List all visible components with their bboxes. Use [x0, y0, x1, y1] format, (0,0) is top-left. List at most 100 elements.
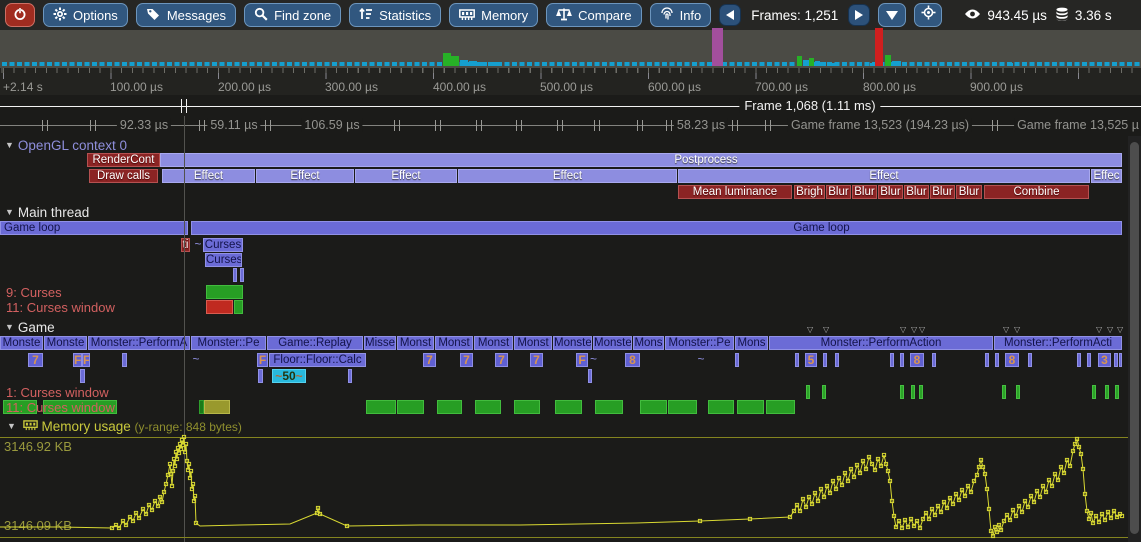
scrollbar-thumb[interactable]	[1130, 142, 1139, 534]
timeline-bar[interactable]	[795, 353, 799, 367]
timeline-zone[interactable]: Monster::PerformA	[88, 336, 190, 350]
timeline-bar[interactable]	[900, 385, 904, 399]
timeline-zone[interactable]: Curses	[205, 253, 242, 267]
collapsed-zones-icon[interactable]: ▽	[1107, 325, 1114, 334]
timeline-bar[interactable]	[366, 400, 396, 414]
timeline-zone[interactable]: Monste	[593, 336, 632, 350]
timeline-zone[interactable]: Monst	[397, 336, 434, 350]
timeline-zone[interactable]: Monster::PerformActi	[994, 336, 1122, 350]
timeline-zone[interactable]: Curses	[203, 238, 243, 252]
timeline-bar[interactable]	[3, 400, 37, 414]
collapsed-zones-icon[interactable]: ▽	[823, 325, 830, 334]
frame-time-bar[interactable]	[815, 61, 820, 66]
collapsed-zones-icon[interactable]: ▽	[1003, 325, 1010, 334]
timeline-zone[interactable]: Monst	[435, 336, 473, 350]
timeline-bar[interactable]	[806, 385, 810, 399]
timeline-bar[interactable]	[1114, 353, 1118, 367]
collapsed-zones-icon[interactable]: ▽	[919, 325, 926, 334]
timeline-bar[interactable]	[766, 400, 795, 414]
timeline-zone[interactable]: Effect	[162, 169, 255, 183]
timeline-bar[interactable]	[122, 353, 127, 367]
timeline-bar[interactable]	[258, 369, 263, 383]
timeline-bar[interactable]	[932, 353, 936, 367]
timeline-zone[interactable]: Monster::PerformAction	[769, 336, 993, 350]
timeline-zone[interactable]: Effect	[256, 169, 354, 183]
timeline-bar[interactable]	[1016, 385, 1020, 399]
timeline-zone[interactable]: F	[257, 353, 268, 367]
frame-histogram[interactable]	[0, 28, 1141, 68]
timeline-zone[interactable]: 7	[460, 353, 473, 367]
timeline-zone[interactable]: 7	[28, 353, 43, 367]
frame-time-bar[interactable]	[797, 56, 802, 66]
timeline-zone[interactable]: Postprocess	[160, 153, 1122, 167]
timeline-bar[interactable]	[588, 369, 592, 383]
timeline-zone[interactable]: Blur	[956, 185, 982, 199]
focus-button[interactable]	[914, 3, 943, 27]
collapsed-zones-icon[interactable]: ▽	[807, 325, 814, 334]
timeline-bar[interactable]	[668, 400, 697, 414]
timeline-zone[interactable]: Monster::Pe	[665, 336, 734, 350]
timeline-bar[interactable]	[199, 400, 204, 414]
collapsed-zones-icon[interactable]: ▽	[1096, 325, 1103, 334]
vertical-scrollbar[interactable]	[1128, 136, 1141, 542]
collapsed-zones-icon[interactable]: ▽	[900, 325, 907, 334]
frame-time-bar[interactable]	[827, 63, 836, 66]
timeline-zone[interactable]: 7	[495, 353, 508, 367]
timeline-zone[interactable]: 3	[1098, 353, 1111, 367]
timeline-bar[interactable]	[240, 268, 244, 282]
collapse-icon[interactable]: ▼	[5, 140, 14, 150]
timeline-zone[interactable]: Blur	[878, 185, 903, 199]
timeline-bar[interactable]	[204, 400, 230, 414]
timeline-zone[interactable]: Effect	[458, 169, 677, 183]
timeline-bar[interactable]	[1105, 385, 1109, 399]
timeline-zone[interactable]: Effec	[1091, 169, 1122, 183]
timeline-zone[interactable]: Monster::Pe	[191, 336, 266, 350]
timeline-zone[interactable]: Combine	[984, 185, 1089, 199]
power-button[interactable]	[5, 3, 35, 27]
timeline-zone[interactable]: Brigh	[794, 185, 825, 199]
timeline-zone[interactable]: 8	[1005, 353, 1019, 367]
timeline-bar[interactable]	[1002, 385, 1006, 399]
timeline-zone[interactable]: Floor::Floor::Calc	[269, 353, 366, 367]
frame-row-main[interactable]: Frame 1,068 (1.11 ms)	[0, 96, 1141, 116]
timeline-bar[interactable]	[233, 268, 237, 282]
timeline-bar[interactable]	[890, 353, 894, 367]
timeline-zone[interactable]: Blur	[930, 185, 955, 199]
section-header-memory[interactable]: ▼ Memory usage (y-range: 848 bytes)	[7, 419, 242, 434]
timeline-zone[interactable]: Blur	[826, 185, 851, 199]
frame-row-game[interactable]: 92.33 µs 59.11 µs 106.59 µs 58.23 µs Game fr…	[0, 117, 1141, 135]
timeline-zone[interactable]: 7	[530, 353, 543, 367]
timeline-bar[interactable]	[985, 353, 989, 367]
section-header-main-thread[interactable]: ▼ Main thread	[5, 205, 90, 220]
timeline-zone[interactable]: RenderCont	[87, 153, 160, 167]
timeline-zone[interactable]: Draw calls	[89, 169, 158, 183]
timeline-bar[interactable]	[206, 285, 243, 299]
compare-button[interactable]: Compare	[546, 3, 642, 27]
timeline-bar[interactable]	[919, 385, 923, 399]
timeline-zone[interactable]: Effect	[355, 169, 457, 183]
frame-time-bar[interactable]	[803, 60, 809, 66]
timeline-zone[interactable]: 8	[910, 353, 924, 367]
timeline-bar[interactable]	[1077, 353, 1081, 367]
frame-time-bar[interactable]	[443, 53, 451, 66]
timeline-zone[interactable]: Game loop	[0, 221, 188, 235]
timeline-bar[interactable]	[911, 385, 915, 399]
timeline-bar[interactable]	[1028, 353, 1032, 367]
timeline-zone[interactable]: 8	[625, 353, 640, 367]
collapse-icon[interactable]: ▼	[7, 421, 16, 431]
options-button[interactable]: Options	[43, 3, 128, 27]
timeline-zone[interactable]: Monste	[44, 336, 87, 350]
find-zone-button[interactable]: Find zone	[244, 3, 342, 27]
timeline-zone[interactable]: Game loop	[191, 221, 1122, 235]
timeline-zone[interactable]: Blur	[904, 185, 929, 199]
frame-time-bar[interactable]	[892, 61, 901, 66]
timeline-bar[interactable]	[348, 369, 352, 383]
timeline-bar[interactable]	[1092, 385, 1096, 399]
section-header-opengl[interactable]: ▼ OpenGL context 0	[5, 138, 127, 153]
info-button[interactable]: Info	[649, 3, 712, 27]
memory-button[interactable]: Memory	[449, 3, 539, 27]
timeline-zone[interactable]: 7	[423, 353, 436, 367]
frame-time-bar[interactable]	[821, 62, 826, 66]
timeline-bar[interactable]	[80, 369, 85, 383]
go-to-frame-button[interactable]	[878, 3, 907, 27]
